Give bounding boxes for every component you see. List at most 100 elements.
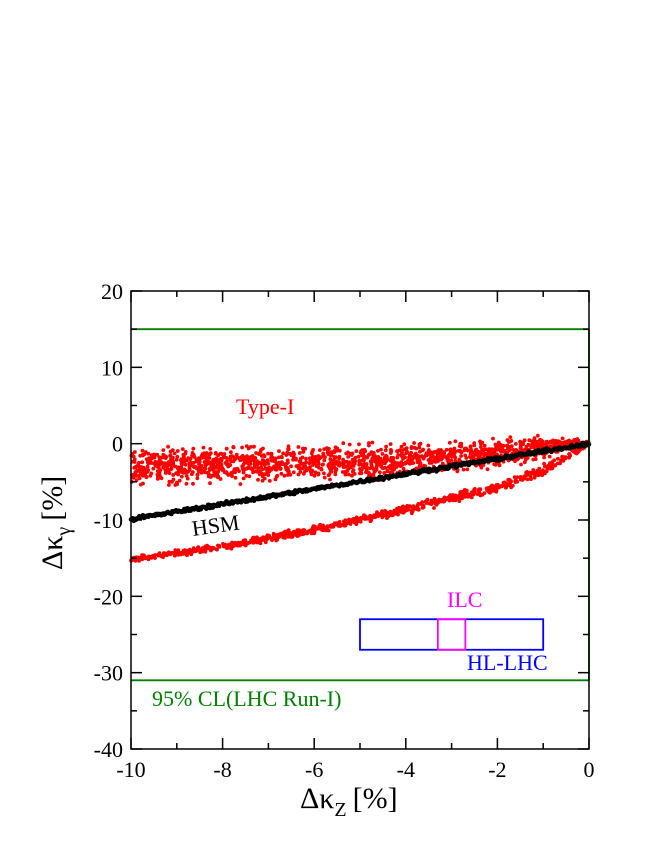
type1-point [140, 460, 145, 465]
type1-point [271, 466, 275, 470]
type1-point [142, 452, 147, 457]
type1-point [219, 458, 224, 463]
x-tick-label: 0 [584, 757, 595, 782]
type1-point [369, 462, 374, 467]
type1-point [302, 471, 306, 476]
type1-point [552, 458, 557, 463]
type1-point [540, 473, 545, 477]
type1-point [365, 516, 370, 521]
type1-point [568, 439, 572, 444]
type1-point [395, 449, 399, 454]
type1-point [140, 448, 145, 453]
type1-point [350, 451, 355, 456]
type1-point [520, 478, 525, 482]
type1-point [167, 483, 171, 487]
type1-point [459, 450, 464, 455]
type1-point [404, 451, 408, 456]
type1-point [196, 467, 200, 471]
type1-point [409, 446, 414, 450]
type1-point [358, 451, 363, 455]
type1-point [490, 488, 495, 492]
type1-point [326, 473, 331, 478]
type1-point [284, 461, 289, 466]
type1-point [395, 511, 399, 516]
type1-point [390, 466, 395, 471]
type1-point [258, 539, 263, 543]
type1-point [283, 536, 287, 540]
type1-point [222, 543, 227, 548]
type1-point [416, 454, 420, 458]
type1-point [243, 543, 248, 548]
type1-point [427, 448, 431, 452]
type1-point [340, 470, 345, 474]
type1-point [229, 450, 233, 455]
type1-point [175, 449, 180, 453]
type1-point [462, 448, 467, 453]
type1-point [228, 472, 233, 476]
type1-point [208, 481, 212, 486]
type1-point [533, 457, 538, 461]
type1-point [261, 458, 266, 463]
type1-point [298, 470, 303, 474]
type1-point [213, 460, 218, 465]
type1-point [267, 479, 272, 483]
type1-point [161, 555, 166, 559]
type1-point [174, 457, 179, 462]
type1-point [379, 447, 383, 452]
type1-point [336, 462, 340, 467]
type1-point [351, 461, 355, 466]
hsm-label: HSM [190, 510, 241, 541]
type1-point [319, 455, 324, 459]
type1-point [443, 496, 448, 501]
type1-point [252, 462, 257, 467]
type1-point [435, 459, 440, 464]
type1-point [558, 461, 562, 466]
type1-point [151, 466, 156, 471]
type1-point [556, 456, 560, 461]
type1-point [285, 473, 290, 477]
type1-point [149, 471, 154, 476]
type1-point [365, 470, 370, 475]
type1-point [398, 464, 403, 468]
type1-point [400, 449, 404, 454]
type1-point [232, 543, 237, 548]
type1-point [343, 472, 348, 477]
type1-point [263, 466, 268, 471]
type1-point [452, 494, 457, 499]
type1-point [479, 445, 483, 449]
type1-point [252, 444, 256, 449]
type1-point [308, 456, 312, 461]
type1-point [518, 445, 523, 450]
type1-point [395, 506, 399, 511]
type1-point [418, 441, 423, 446]
type1-point [238, 482, 243, 486]
type1-point [491, 436, 495, 441]
type1-point [294, 529, 298, 534]
type1-point [269, 451, 274, 456]
type1-point [170, 448, 175, 453]
type1-point [175, 482, 180, 487]
type1-point [220, 466, 225, 470]
type1-point [164, 462, 169, 467]
type1-point [343, 460, 347, 464]
type1-point [442, 450, 447, 454]
type1-point [385, 516, 389, 520]
type1-point [479, 442, 483, 446]
type1-point [472, 443, 477, 448]
type1-point [178, 470, 183, 474]
type1-point [417, 445, 422, 450]
type1-point [158, 474, 162, 478]
type1-point [522, 460, 527, 465]
type1-point [206, 471, 210, 475]
type1-point [297, 451, 302, 455]
type1-point [179, 461, 184, 466]
ilc-label: ILC [447, 587, 482, 612]
type1-point [388, 470, 393, 475]
type1-point [191, 481, 195, 486]
type1-point [509, 479, 513, 484]
type1-point [412, 454, 416, 459]
y-tick-label: -20 [94, 584, 123, 609]
type1-point [541, 443, 546, 448]
type1-point [303, 465, 307, 469]
